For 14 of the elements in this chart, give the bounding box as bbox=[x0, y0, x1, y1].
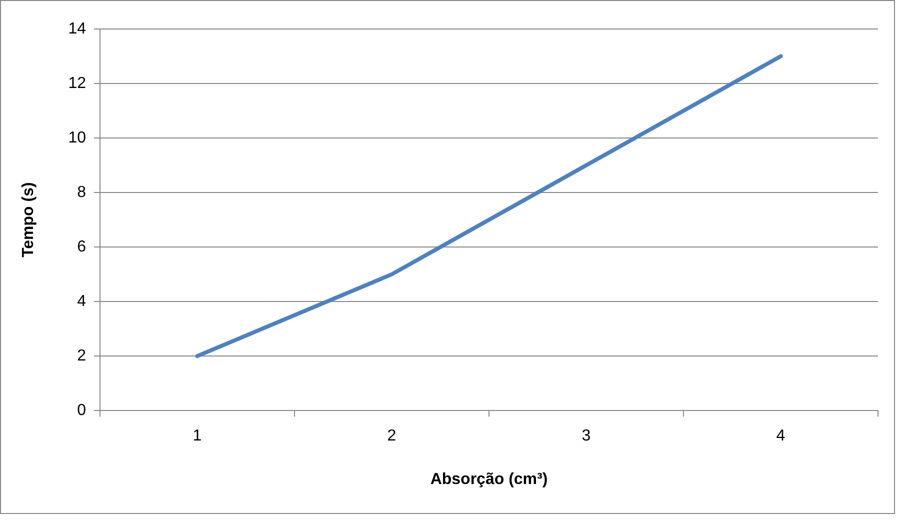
x-tick-label: 2 bbox=[387, 428, 396, 445]
y-tick-label: 12 bbox=[68, 74, 86, 92]
y-tick-label: 10 bbox=[68, 129, 86, 146]
x-tick-label: 4 bbox=[776, 428, 786, 445]
y-tick-label: 8 bbox=[77, 184, 86, 201]
y-tick-label: 4 bbox=[77, 292, 86, 310]
y-axis-title: Tempo (s) bbox=[20, 182, 38, 258]
y-tick-label: 6 bbox=[77, 238, 86, 256]
y-tick-label: 2 bbox=[77, 347, 86, 364]
x-tick-label: 3 bbox=[582, 428, 591, 445]
y-tick-label: 14 bbox=[68, 20, 86, 38]
x-axis-title: Absorção (cm³) bbox=[430, 470, 548, 488]
x-tick-label: 1 bbox=[192, 428, 202, 445]
y-tick-label: 0 bbox=[77, 402, 86, 420]
